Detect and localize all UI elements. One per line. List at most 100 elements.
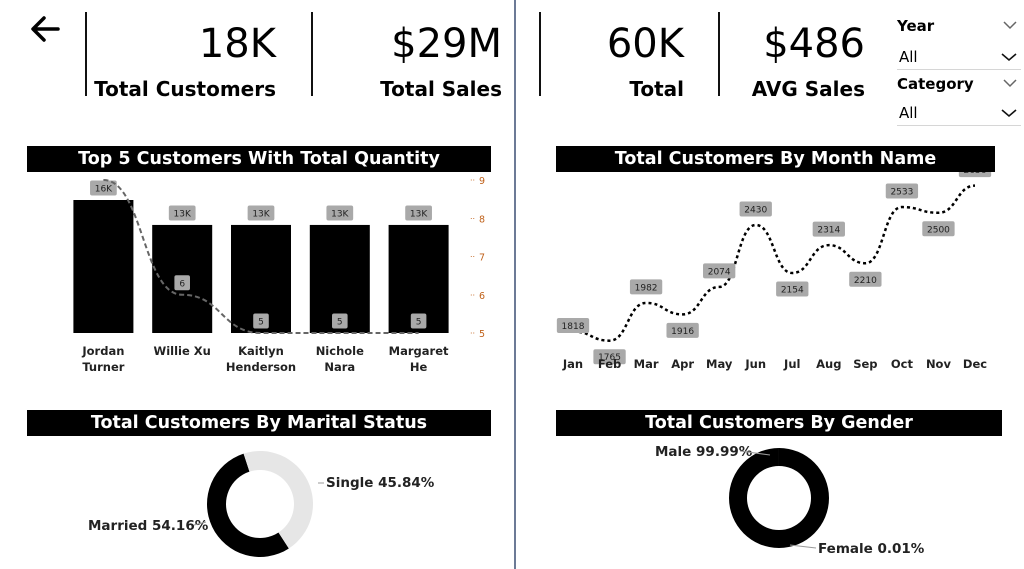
month-label: Dec bbox=[963, 357, 987, 371]
line-data-label-bg bbox=[629, 279, 663, 295]
line-data-label: 2500 bbox=[927, 225, 950, 235]
line-data-label-bg bbox=[253, 313, 269, 329]
line-data-label-bg bbox=[885, 183, 919, 199]
bar-data-label-bg bbox=[90, 180, 117, 196]
kpi-value: 18K bbox=[198, 21, 276, 67]
page-divider bbox=[514, 0, 516, 569]
kpi-separator bbox=[718, 12, 720, 96]
line-data-label: 2533 bbox=[890, 188, 913, 198]
line-data-label-bg bbox=[776, 281, 809, 297]
kpi-value: $29M bbox=[391, 21, 502, 67]
line-data-label: 6 bbox=[179, 279, 185, 289]
line-data-label: 5 bbox=[258, 318, 264, 328]
line-data-label: 2074 bbox=[708, 267, 731, 277]
line-data-label: 1765 bbox=[598, 353, 621, 363]
marital-chart-title: Total Customers By Marital Status bbox=[27, 410, 491, 436]
month-label: Aug bbox=[816, 357, 841, 371]
month-label: May bbox=[706, 357, 733, 371]
quantity-line bbox=[103, 179, 419, 334]
month-label: Nov bbox=[926, 357, 952, 371]
line-data-label: 2154 bbox=[781, 286, 804, 296]
chevron-down-icon bbox=[1003, 79, 1017, 88]
y2-tick-label: 8 bbox=[479, 214, 485, 225]
y2-tick-dots: ·· bbox=[470, 253, 475, 262]
line-data-label-bg bbox=[410, 313, 427, 329]
line-data-label-bg bbox=[812, 221, 845, 237]
single-slice-label: Single 45.84% bbox=[326, 475, 435, 491]
y2-tick-dots: ·· bbox=[470, 176, 475, 185]
line-data-label: 5 bbox=[337, 318, 343, 328]
kpi-label: Total bbox=[629, 77, 684, 101]
month-label: Sep bbox=[853, 357, 877, 371]
kpi-value: 60K bbox=[606, 21, 684, 67]
line-data-label: 5 bbox=[416, 318, 422, 328]
kpi-avg-sales: $486 AVG Sales bbox=[723, 24, 865, 100]
line-data-label-bg bbox=[556, 317, 590, 333]
male-slice-label: Male 99.99% bbox=[655, 444, 753, 460]
donut-slice bbox=[206, 453, 289, 557]
bar-data-label-bg bbox=[326, 205, 354, 221]
line-data-label-bg bbox=[666, 322, 699, 338]
married-slice-label: Married 54.16% bbox=[88, 518, 209, 534]
kpi-separator bbox=[311, 12, 313, 96]
line-data-label-bg bbox=[958, 172, 992, 178]
bar-data-label: 13K bbox=[174, 209, 192, 219]
bar-data-label: 16K bbox=[95, 185, 113, 195]
line-data-label: 2210 bbox=[854, 276, 877, 286]
donut-slice bbox=[729, 448, 829, 548]
kpi-total: 60K Total bbox=[544, 24, 684, 100]
month-label: Mar bbox=[634, 357, 659, 371]
bar-data-label: 13K bbox=[410, 209, 428, 219]
category-slicer-header[interactable]: Category bbox=[897, 74, 1021, 96]
line-data-label: 1982 bbox=[635, 283, 658, 293]
month-label: Jul bbox=[783, 357, 800, 371]
line-data-label-bg bbox=[332, 313, 348, 329]
kpi-total-sales: $29M Total Sales bbox=[316, 24, 502, 100]
bar-data-label-bg bbox=[405, 205, 432, 221]
y2-tick-label: 7 bbox=[479, 253, 485, 264]
line-data-label-bg bbox=[593, 349, 626, 365]
category-label: Turner bbox=[82, 360, 124, 374]
kpi-label: Total Sales bbox=[380, 77, 502, 101]
bar bbox=[73, 200, 134, 333]
category-label: Nara bbox=[324, 360, 355, 374]
back-arrow-icon[interactable] bbox=[28, 12, 62, 46]
category-slicer-title: Category bbox=[897, 75, 974, 93]
year-dropdown[interactable]: All bbox=[897, 44, 1021, 70]
y2-tick-dots: ·· bbox=[470, 214, 475, 223]
y2-tick-label: 5 bbox=[479, 329, 485, 340]
chevron-down-icon bbox=[1001, 53, 1017, 62]
kpi-label: Total Customers bbox=[94, 77, 276, 101]
top5-bar-chart: 16K 13K 13K 13K 13K Jordan Turner Willie Xu Kait… bbox=[73, 176, 485, 374]
line-data-label-bg bbox=[849, 271, 882, 287]
bar-data-label-bg bbox=[168, 205, 196, 221]
top5-chart-title: Top 5 Customers With Total Quantity bbox=[27, 146, 491, 172]
category-label: Nichole bbox=[316, 344, 364, 358]
month-label: Feb bbox=[598, 357, 621, 371]
month-line-chart: 1818 1765 1982 1916 2074 2430 2154 2314 2210 2533… bbox=[556, 172, 992, 371]
month-label: Jun bbox=[744, 357, 766, 371]
female-slice-label: Female 0.01% bbox=[818, 541, 925, 557]
line-data-label-bg bbox=[703, 263, 736, 279]
category-label: Willie Xu bbox=[154, 344, 211, 358]
donut-slice bbox=[243, 451, 313, 549]
category-label: Henderson bbox=[226, 360, 296, 374]
line-data-label: 1916 bbox=[671, 327, 694, 337]
y2-tick-label: 6 bbox=[479, 291, 485, 302]
bar-data-label: 13K bbox=[252, 209, 270, 219]
month-label: Apr bbox=[671, 357, 694, 371]
category-dropdown[interactable]: All bbox=[897, 100, 1021, 126]
line-data-label: 2314 bbox=[817, 226, 840, 236]
category-label: Margaret bbox=[389, 344, 449, 358]
gender-donut-chart bbox=[729, 448, 829, 548]
y2-tick-label: 9 bbox=[479, 176, 485, 187]
line-data-label-bg bbox=[922, 221, 955, 237]
marital-donut-chart bbox=[206, 451, 313, 557]
gender-chart-title: Total Customers By Gender bbox=[556, 410, 1002, 436]
year-slicer-header[interactable]: Year bbox=[897, 16, 1021, 38]
category-label: He bbox=[410, 360, 428, 374]
y2-tick-dots: ·· bbox=[470, 291, 475, 300]
category-label: Kaitlyn bbox=[238, 344, 284, 358]
line-data-label: 2430 bbox=[744, 205, 767, 215]
kpi-separator bbox=[539, 12, 541, 96]
